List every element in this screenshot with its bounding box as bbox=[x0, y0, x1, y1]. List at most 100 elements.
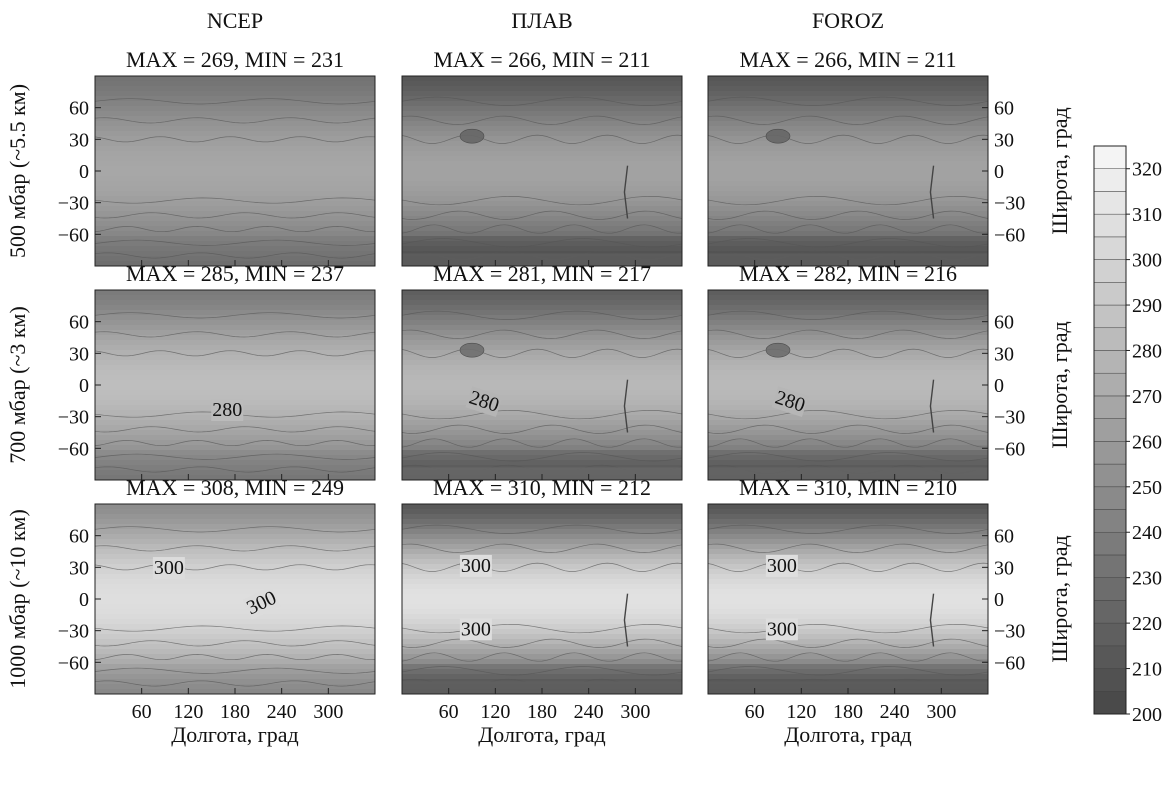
band bbox=[95, 241, 375, 247]
y-tick-label: −60 bbox=[994, 224, 1025, 246]
panel-1-0: 280MAX = 285, MIN = 23760300−30−60 bbox=[58, 261, 375, 481]
band bbox=[95, 146, 375, 152]
band bbox=[402, 589, 682, 595]
y-tick-label: −30 bbox=[58, 407, 89, 429]
band bbox=[402, 574, 682, 580]
panel-2-1: 300300MAX = 310, MIN = 21260 120 180 240 300… bbox=[402, 475, 682, 747]
band bbox=[402, 305, 682, 311]
band bbox=[708, 191, 988, 197]
colorbar-level bbox=[1094, 191, 1126, 214]
band bbox=[402, 156, 682, 162]
band bbox=[708, 559, 988, 565]
colorbar-level bbox=[1094, 669, 1126, 692]
band bbox=[402, 614, 682, 620]
band bbox=[402, 659, 682, 665]
y-axis-label-right: Широта, град bbox=[1047, 535, 1072, 662]
band bbox=[402, 186, 682, 192]
band bbox=[402, 380, 682, 386]
band bbox=[708, 300, 988, 306]
temperature-field bbox=[708, 290, 988, 481]
band bbox=[95, 544, 375, 550]
colorbar-tick-label: 220 bbox=[1132, 613, 1162, 635]
contour-label: 300 bbox=[461, 618, 491, 640]
y-tick-label: 0 bbox=[994, 589, 1004, 611]
band bbox=[95, 126, 375, 132]
y-tick-label: 60 bbox=[994, 312, 1014, 334]
x-tick-label: 120 bbox=[786, 701, 816, 723]
band bbox=[402, 564, 682, 570]
band bbox=[708, 544, 988, 550]
band bbox=[95, 181, 375, 187]
band bbox=[402, 654, 682, 660]
band bbox=[708, 574, 988, 580]
colorbar-level bbox=[1094, 214, 1126, 237]
band bbox=[95, 579, 375, 585]
band bbox=[708, 564, 988, 570]
contour-label: 300 bbox=[461, 555, 491, 577]
band bbox=[95, 679, 375, 685]
panel-subtitle: MAX = 285, MIN = 237 bbox=[126, 261, 344, 286]
band bbox=[402, 315, 682, 321]
band bbox=[708, 146, 988, 152]
band bbox=[708, 320, 988, 326]
band bbox=[708, 365, 988, 371]
band bbox=[708, 246, 988, 252]
x-tick-label: 240 bbox=[267, 701, 297, 723]
band bbox=[402, 300, 682, 306]
band bbox=[402, 420, 682, 426]
band bbox=[402, 330, 682, 336]
band bbox=[95, 340, 375, 346]
band bbox=[708, 385, 988, 391]
highland-feature bbox=[766, 129, 790, 143]
colorbar-tick-label: 240 bbox=[1132, 522, 1162, 544]
band bbox=[95, 156, 375, 162]
colorbar-level bbox=[1094, 464, 1126, 487]
band bbox=[402, 365, 682, 371]
band bbox=[708, 390, 988, 396]
panel-subtitle: MAX = 282, MIN = 216 bbox=[739, 261, 957, 286]
band bbox=[402, 569, 682, 575]
band bbox=[402, 86, 682, 92]
band bbox=[708, 325, 988, 331]
band bbox=[402, 350, 682, 356]
band bbox=[402, 146, 682, 152]
band bbox=[708, 614, 988, 620]
colorbar-tick-label: 230 bbox=[1132, 568, 1162, 590]
colorbar-level bbox=[1094, 441, 1126, 464]
band bbox=[708, 504, 988, 510]
band bbox=[708, 176, 988, 182]
y-tick-label: 60 bbox=[994, 98, 1014, 120]
band bbox=[402, 231, 682, 237]
band bbox=[708, 310, 988, 316]
band bbox=[402, 539, 682, 545]
band bbox=[402, 96, 682, 102]
band bbox=[402, 191, 682, 197]
band bbox=[708, 619, 988, 625]
colorbar-tick-label: 200 bbox=[1132, 704, 1162, 726]
colorbar-level bbox=[1094, 305, 1126, 328]
band bbox=[95, 584, 375, 590]
band bbox=[402, 674, 682, 680]
band bbox=[402, 629, 682, 635]
band bbox=[95, 649, 375, 655]
band bbox=[95, 186, 375, 192]
band bbox=[95, 300, 375, 306]
band bbox=[708, 340, 988, 346]
band bbox=[708, 76, 988, 82]
y-tick-label: 30 bbox=[69, 343, 89, 365]
band bbox=[708, 370, 988, 376]
band bbox=[708, 86, 988, 92]
band bbox=[708, 589, 988, 595]
band bbox=[708, 156, 988, 162]
band bbox=[402, 340, 682, 346]
panel-subtitle: MAX = 310, MIN = 210 bbox=[739, 475, 957, 500]
band bbox=[95, 599, 375, 605]
colorbar-tick-label: 320 bbox=[1132, 159, 1162, 181]
x-tick-label: 300 bbox=[926, 701, 956, 723]
colorbar: 320310300290280270260250240230220210200 bbox=[1094, 146, 1162, 726]
band bbox=[95, 246, 375, 252]
band bbox=[95, 116, 375, 122]
colorbar-level bbox=[1094, 691, 1126, 714]
